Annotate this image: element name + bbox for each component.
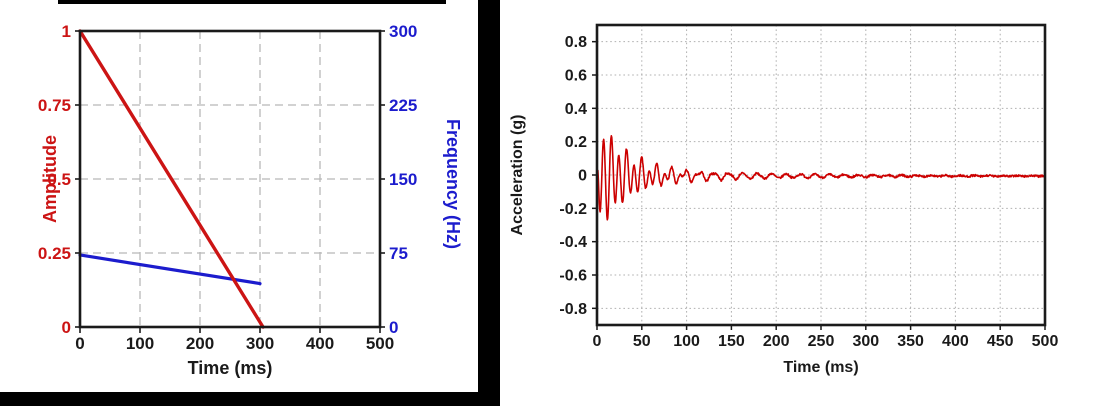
- x-tick-label: 100: [673, 333, 700, 350]
- amplitude-line: [78, 29, 265, 329]
- x-tick-label: 200: [763, 333, 790, 350]
- right-axis-tick-label: 300: [389, 22, 417, 41]
- y-tick-label: 0.8: [565, 34, 587, 51]
- right-axis-tick-label: 225: [389, 96, 417, 115]
- right-axis-tick-label: 75: [389, 244, 408, 263]
- y-tick-label: 0: [578, 168, 587, 185]
- panel-border-right: [478, 0, 500, 406]
- left-chart-grid: [80, 31, 380, 327]
- y-tick-label: -0.6: [559, 268, 587, 285]
- y-tick-label: 0.4: [565, 101, 587, 118]
- right-chart-y-axis-title: Acceleration (g): [509, 115, 526, 236]
- left-chart-ticks: [75, 30, 385, 333]
- left-panel-frame: [0, 0, 500, 406]
- x-tick-label: 500: [366, 334, 394, 353]
- right-chart: 0 50 100 150 200 250 300 350 400 450 500 -0.8 -0.6 -0…: [509, 23, 1059, 376]
- left-chart: 0 100 200 300 400 50000.250.50.75107515022530…: [38, 22, 463, 378]
- right-chart-x-axis-title: Time (ms): [783, 359, 858, 376]
- frequency-line: [78, 253, 262, 286]
- x-tick-label: 200: [186, 334, 214, 353]
- x-tick-label: 400: [306, 334, 334, 353]
- x-tick-label: 0: [593, 333, 602, 350]
- right-chart-ticks: [592, 40, 1046, 330]
- left-axis-tick-label: 0.25: [38, 244, 71, 263]
- x-tick-label: 400: [942, 333, 969, 350]
- y-tick-label: 0.6: [565, 68, 587, 85]
- x-tick-label: 350: [897, 333, 924, 350]
- left-chart-x-axis-title: Time (ms): [188, 358, 273, 378]
- x-tick-label: 250: [808, 333, 835, 350]
- x-tick-label: 100: [126, 334, 154, 353]
- x-tick-label: 150: [718, 333, 745, 350]
- x-tick-label: 0: [75, 334, 84, 353]
- y-tick-label: -0.4: [559, 234, 587, 251]
- right-axis-tick-label: 0: [389, 318, 398, 337]
- x-tick-label: 500: [1032, 333, 1059, 350]
- x-tick-label: 50: [633, 333, 651, 350]
- left-axis-tick-label: 0: [62, 318, 71, 337]
- panel-border-top: [58, 0, 446, 4]
- x-tick-label: 300: [852, 333, 879, 350]
- x-tick-label: 450: [987, 333, 1014, 350]
- left-chart-right-axis-title: Frequency (Hz): [443, 119, 463, 249]
- left-chart-left-axis-title: Amplitude: [40, 135, 60, 223]
- left-axis-tick-label: 1: [62, 22, 71, 41]
- y-tick-label: 0.2: [565, 134, 587, 151]
- right-axis-tick-label: 150: [389, 170, 417, 189]
- y-tick-label: -0.2: [559, 201, 587, 218]
- x-tick-label: 300: [246, 334, 274, 353]
- panel-border-bottom: [0, 392, 500, 406]
- y-tick-label: -0.8: [559, 301, 587, 318]
- left-axis-tick-label: 0.5: [47, 170, 71, 189]
- acceleration-trace: [596, 135, 1046, 221]
- right-chart-grid: [597, 25, 1045, 325]
- left-axis-tick-label: 0.75: [38, 96, 71, 115]
